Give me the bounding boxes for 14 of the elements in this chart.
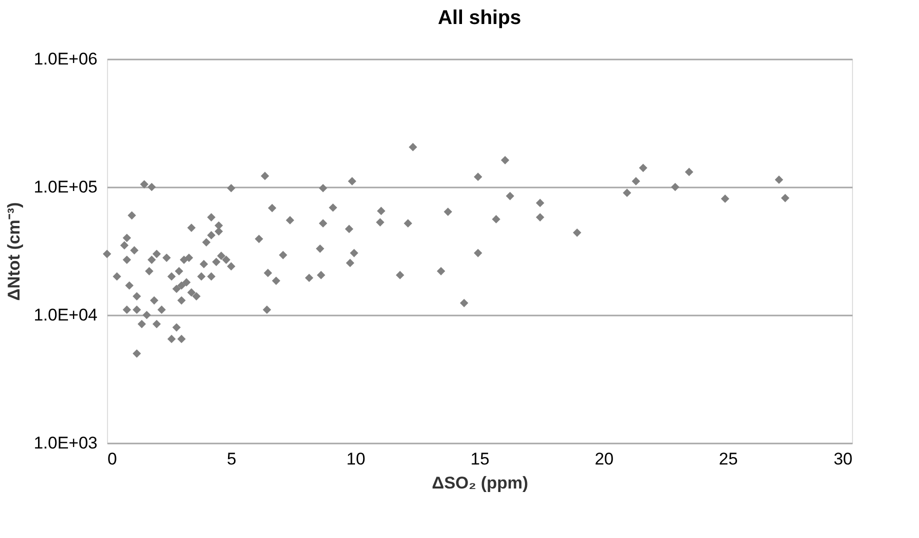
x-tick-label: 10: [346, 450, 366, 468]
y-tick-label: 1.0E+03: [34, 434, 98, 452]
x-tick-label: 25: [718, 450, 738, 468]
x-tick-label: 20: [594, 450, 614, 468]
x-tick-label: 15: [470, 450, 490, 468]
x-axis-title: ΔSO₂ (ppm): [432, 474, 528, 492]
y-tick-label: 1.0E+06: [34, 50, 98, 68]
chart-title: All ships: [438, 7, 522, 29]
x-tick-label: 5: [226, 450, 236, 468]
x-tick-label: 0: [108, 450, 117, 468]
y-tick-label: 1.0E+04: [34, 306, 98, 324]
x-tick-label: 30: [834, 450, 852, 468]
y-tick-label: 1.0E+05: [34, 178, 98, 196]
y-axis-title: ΔNtot (cm⁻³): [4, 202, 24, 301]
